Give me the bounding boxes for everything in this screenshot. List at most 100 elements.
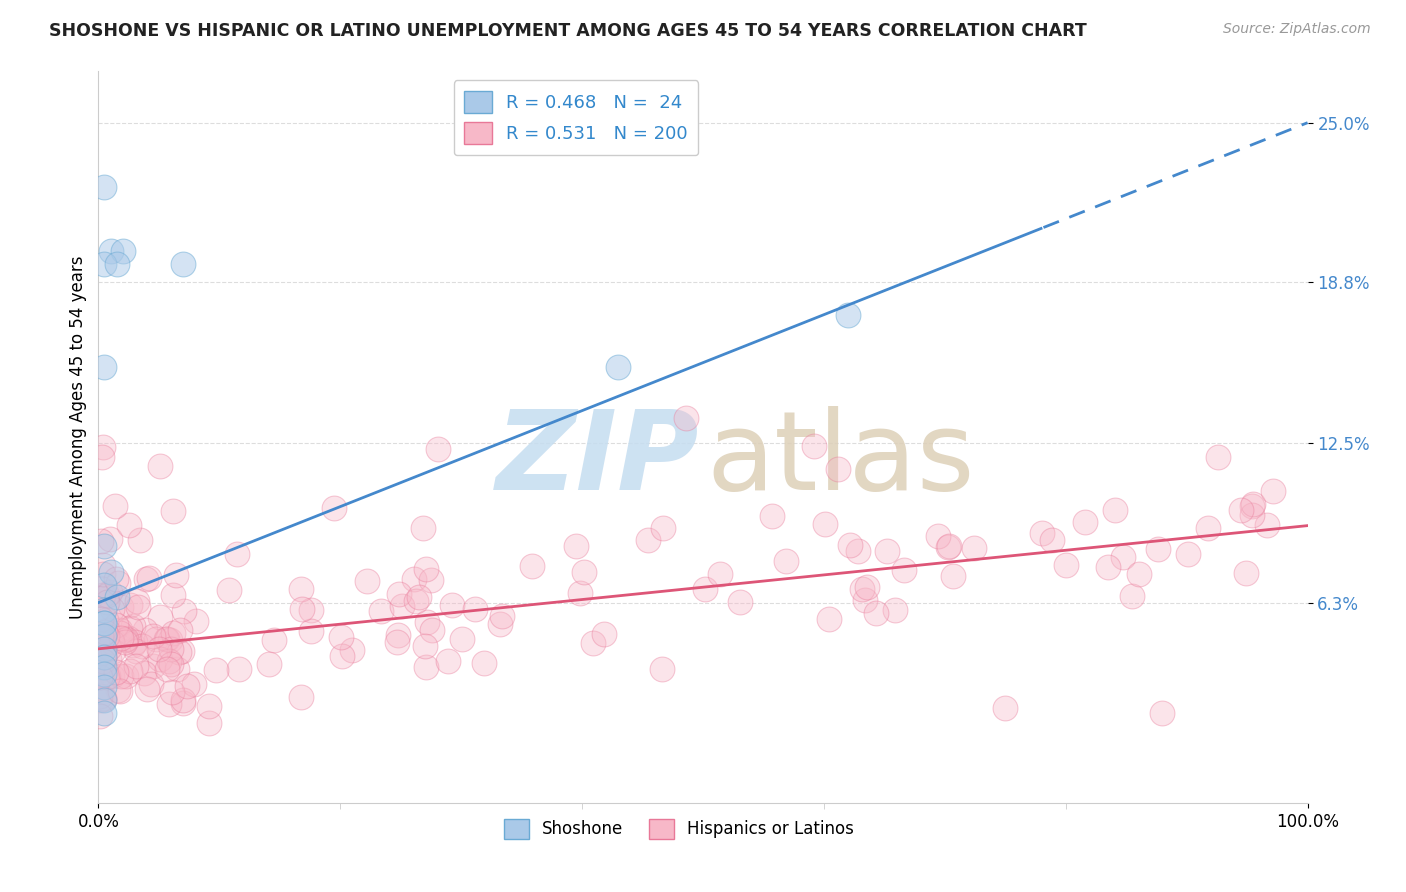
Point bbox=[139, 677, 162, 691]
Point bbox=[169, 623, 191, 637]
Point bbox=[96, 630, 118, 644]
Point bbox=[104, 665, 127, 679]
Point bbox=[491, 609, 513, 624]
Point bbox=[90, 612, 112, 626]
Point bbox=[173, 604, 195, 618]
Point bbox=[299, 624, 322, 639]
Point bbox=[198, 699, 221, 714]
Point bbox=[94, 589, 117, 603]
Point bbox=[110, 631, 132, 645]
Point bbox=[693, 582, 716, 596]
Point bbox=[1240, 500, 1263, 514]
Point bbox=[385, 634, 408, 648]
Point bbox=[89, 693, 111, 707]
Point bbox=[228, 661, 250, 675]
Point bbox=[853, 592, 876, 607]
Point bbox=[91, 654, 114, 668]
Point bbox=[420, 623, 443, 637]
Point bbox=[865, 607, 887, 621]
Point bbox=[105, 257, 128, 271]
Point bbox=[93, 691, 115, 706]
Point bbox=[1206, 450, 1229, 464]
Point bbox=[170, 644, 193, 658]
Point bbox=[94, 627, 117, 641]
Point bbox=[775, 554, 797, 568]
Point bbox=[290, 690, 312, 704]
Point bbox=[257, 657, 280, 672]
Point bbox=[117, 517, 139, 532]
Point bbox=[437, 654, 460, 668]
Point bbox=[101, 635, 124, 649]
Point bbox=[415, 562, 437, 576]
Point bbox=[884, 603, 907, 617]
Point bbox=[1111, 549, 1133, 564]
Point bbox=[356, 574, 378, 589]
Point bbox=[263, 632, 285, 647]
Point bbox=[96, 595, 118, 609]
Point bbox=[172, 693, 194, 707]
Point bbox=[172, 696, 194, 710]
Point bbox=[1234, 566, 1257, 580]
Point bbox=[93, 667, 115, 681]
Point bbox=[675, 410, 697, 425]
Point bbox=[761, 508, 783, 523]
Point bbox=[155, 632, 177, 646]
Point bbox=[391, 599, 413, 613]
Point bbox=[160, 642, 183, 657]
Point bbox=[218, 583, 240, 598]
Point bbox=[110, 684, 132, 698]
Point bbox=[159, 657, 181, 671]
Point bbox=[1256, 517, 1278, 532]
Point bbox=[814, 516, 837, 531]
Point bbox=[415, 659, 437, 673]
Point bbox=[156, 632, 179, 646]
Point bbox=[98, 641, 121, 656]
Point bbox=[128, 533, 150, 547]
Text: atlas: atlas bbox=[707, 406, 976, 513]
Point bbox=[167, 645, 190, 659]
Point bbox=[1031, 525, 1053, 540]
Point bbox=[94, 613, 117, 627]
Point bbox=[1263, 483, 1285, 498]
Point bbox=[135, 572, 157, 586]
Point bbox=[90, 659, 112, 673]
Point bbox=[93, 616, 115, 631]
Point bbox=[91, 450, 114, 464]
Point bbox=[183, 677, 205, 691]
Point bbox=[592, 627, 614, 641]
Point bbox=[162, 588, 184, 602]
Point bbox=[1177, 547, 1199, 561]
Point bbox=[387, 587, 409, 601]
Text: SHOSHONE VS HISPANIC OR LATINO UNEMPLOYMENT AMONG AGES 45 TO 54 YEARS CORRELATIO: SHOSHONE VS HISPANIC OR LATINO UNEMPLOYM… bbox=[49, 22, 1087, 40]
Point bbox=[370, 604, 392, 618]
Point bbox=[110, 600, 132, 615]
Point bbox=[607, 359, 630, 374]
Point bbox=[120, 621, 142, 635]
Point bbox=[97, 669, 120, 683]
Point bbox=[856, 580, 879, 594]
Point bbox=[93, 629, 115, 643]
Point bbox=[93, 649, 115, 664]
Point bbox=[582, 636, 605, 650]
Point bbox=[569, 586, 592, 600]
Point bbox=[96, 588, 118, 602]
Point bbox=[105, 618, 128, 632]
Point bbox=[149, 652, 172, 666]
Point bbox=[149, 610, 172, 624]
Point bbox=[117, 631, 139, 645]
Point bbox=[98, 532, 121, 546]
Point bbox=[291, 601, 314, 615]
Point bbox=[96, 623, 118, 637]
Point bbox=[98, 625, 121, 640]
Point bbox=[134, 624, 156, 638]
Point bbox=[157, 697, 180, 711]
Point bbox=[142, 629, 165, 643]
Point bbox=[332, 648, 354, 663]
Point bbox=[101, 668, 124, 682]
Point bbox=[91, 588, 114, 602]
Point bbox=[893, 563, 915, 577]
Point bbox=[108, 623, 131, 637]
Point bbox=[1128, 566, 1150, 581]
Point bbox=[125, 659, 148, 673]
Point bbox=[93, 603, 115, 617]
